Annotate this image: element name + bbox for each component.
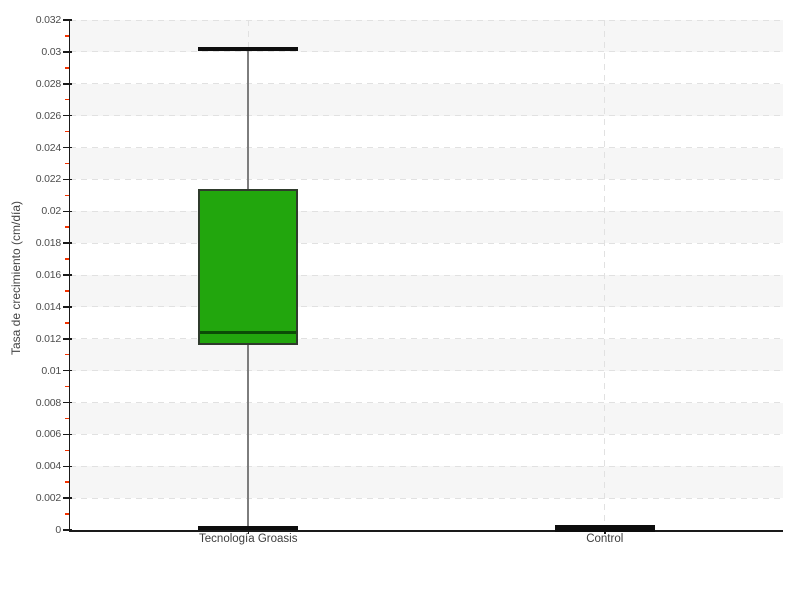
whisker-cap-bottom [198, 526, 299, 531]
h-gridline [70, 402, 783, 403]
y-minor-tick [65, 67, 69, 69]
y-minor-tick [65, 385, 69, 388]
y-major-tick [63, 433, 72, 436]
h-gridline [70, 338, 783, 340]
y-tick-label: 0.028 [35, 77, 61, 90]
category-label: Control [586, 533, 624, 545]
y-major-tick [63, 178, 72, 181]
y-major-tick [63, 51, 72, 53]
y-minor-tick [65, 258, 69, 260]
y-minor-tick [65, 417, 69, 420]
y-major-tick [63, 369, 72, 372]
y-major-tick [63, 529, 72, 531]
h-gridline [70, 83, 783, 85]
y-tick-label: 0.022 [35, 173, 61, 186]
plot-band [70, 275, 783, 307]
y-axis-line [68, 20, 70, 532]
h-gridline [70, 115, 783, 117]
y-major-tick [63, 19, 72, 21]
y-major-tick [63, 401, 72, 404]
h-gridline [70, 147, 783, 148]
plot-band [70, 83, 783, 116]
y-minor-tick [65, 194, 69, 197]
h-gridline [70, 306, 783, 308]
y-tick-label: 0.012 [35, 332, 61, 345]
y-major-tick [63, 497, 72, 499]
h-gridline [70, 465, 783, 467]
y-minor-tick [65, 513, 69, 515]
y-minor-tick [65, 322, 69, 324]
y-tick-label: 0.03 [41, 45, 61, 58]
median-line [556, 527, 653, 530]
y-major-tick [63, 274, 72, 276]
y-major-tick [63, 242, 72, 244]
y-minor-tick [65, 290, 69, 292]
y-tick-label: 0.016 [35, 269, 61, 281]
y-minor-tick [65, 449, 69, 452]
h-gridline [70, 242, 783, 244]
v-gridline [604, 20, 606, 530]
x-tick [247, 530, 249, 534]
y-tick-label: 0.008 [35, 396, 61, 409]
y-tick-label: 0.006 [35, 428, 61, 441]
y-tick-label: 0.01 [41, 364, 61, 377]
y-tick-label: 0.014 [35, 300, 61, 313]
y-major-tick [63, 306, 72, 308]
h-gridline [70, 274, 783, 276]
y-tick-label: 0.018 [35, 237, 61, 250]
y-minor-tick [65, 226, 69, 228]
plot-band [70, 338, 783, 371]
y-tick-label: 0.032 [35, 14, 61, 26]
y-tick-label: 0.004 [35, 460, 61, 473]
plot-band [70, 211, 783, 244]
h-gridline [70, 178, 783, 180]
plot-band [70, 20, 783, 52]
y-minor-tick [65, 481, 69, 483]
y-major-tick [63, 114, 72, 117]
y-major-tick [63, 83, 72, 85]
h-gridline [70, 370, 783, 372]
x-tick [604, 530, 606, 534]
y-minor-tick [65, 162, 69, 165]
y-minor-tick [65, 130, 69, 133]
y-tick-label: 0 [55, 524, 61, 536]
y-minor-tick [65, 353, 69, 356]
y-major-tick [63, 338, 72, 340]
y-tick-label: 0.02 [41, 205, 61, 218]
y-major-tick [63, 465, 72, 467]
y-tick-label: 0.026 [35, 109, 61, 122]
median-line [200, 331, 297, 334]
h-gridline [70, 51, 783, 53]
box [198, 188, 299, 346]
plot-band [70, 402, 783, 435]
h-gridline [70, 433, 783, 435]
y-minor-tick [65, 98, 69, 101]
x-axis-line [68, 529, 783, 532]
y-tick-label: 0.002 [35, 492, 61, 505]
plot-band [70, 466, 783, 499]
h-gridline [70, 19, 783, 21]
y-minor-tick [65, 35, 69, 37]
whisker-cap-top [198, 46, 299, 51]
y-major-tick [63, 146, 72, 149]
y-tick-label: 0.024 [35, 141, 61, 154]
category-label: Tecnología Groasis [199, 533, 298, 545]
h-gridline [70, 497, 783, 499]
y-major-tick [63, 210, 72, 212]
plot-band [70, 147, 783, 180]
h-gridline [70, 210, 783, 212]
